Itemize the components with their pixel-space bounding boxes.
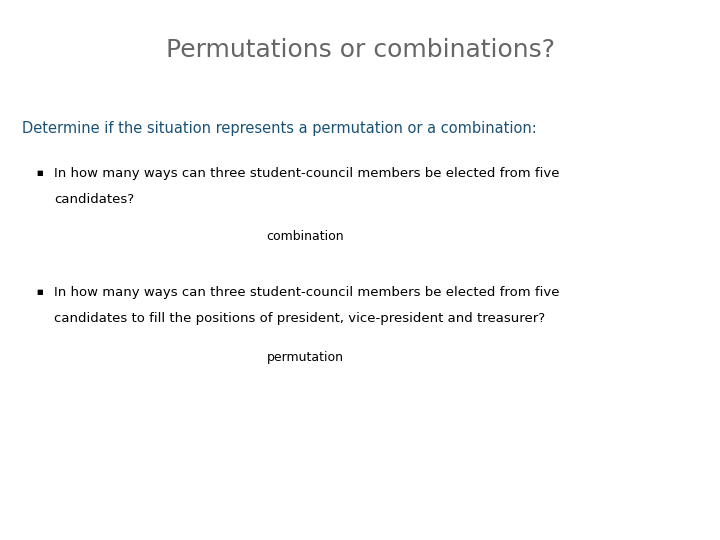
Text: ■: ■ <box>36 170 43 176</box>
Text: ■: ■ <box>36 289 43 295</box>
Text: Permutations or combinations?: Permutations or combinations? <box>166 38 554 62</box>
Text: combination: combination <box>266 230 344 242</box>
Text: permutation: permutation <box>266 351 343 364</box>
Text: In how many ways can three student-council members be elected from five: In how many ways can three student-counc… <box>54 167 559 180</box>
Text: candidates?: candidates? <box>54 193 134 206</box>
Text: In how many ways can three student-council members be elected from five: In how many ways can three student-counc… <box>54 286 559 299</box>
Text: Determine if the situation represents a permutation or a combination:: Determine if the situation represents a … <box>22 122 536 137</box>
Text: candidates to fill the positions of president, vice-president and treasurer?: candidates to fill the positions of pres… <box>54 312 545 325</box>
